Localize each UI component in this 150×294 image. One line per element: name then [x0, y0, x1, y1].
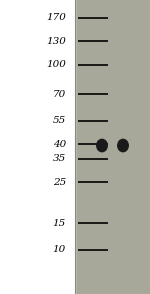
Bar: [75, 0, 150, 294]
Text: 15: 15: [53, 219, 66, 228]
Text: 130: 130: [46, 37, 66, 46]
Text: 35: 35: [53, 154, 66, 163]
Text: 70: 70: [53, 90, 66, 98]
Text: 10: 10: [53, 245, 66, 254]
Bar: [0, 0, 75, 294]
Text: 170: 170: [46, 13, 66, 22]
Text: 25: 25: [53, 178, 66, 187]
Text: 40: 40: [53, 140, 66, 148]
Text: 100: 100: [46, 60, 66, 69]
Ellipse shape: [97, 139, 107, 152]
Ellipse shape: [118, 139, 128, 152]
Text: 55: 55: [53, 116, 66, 125]
